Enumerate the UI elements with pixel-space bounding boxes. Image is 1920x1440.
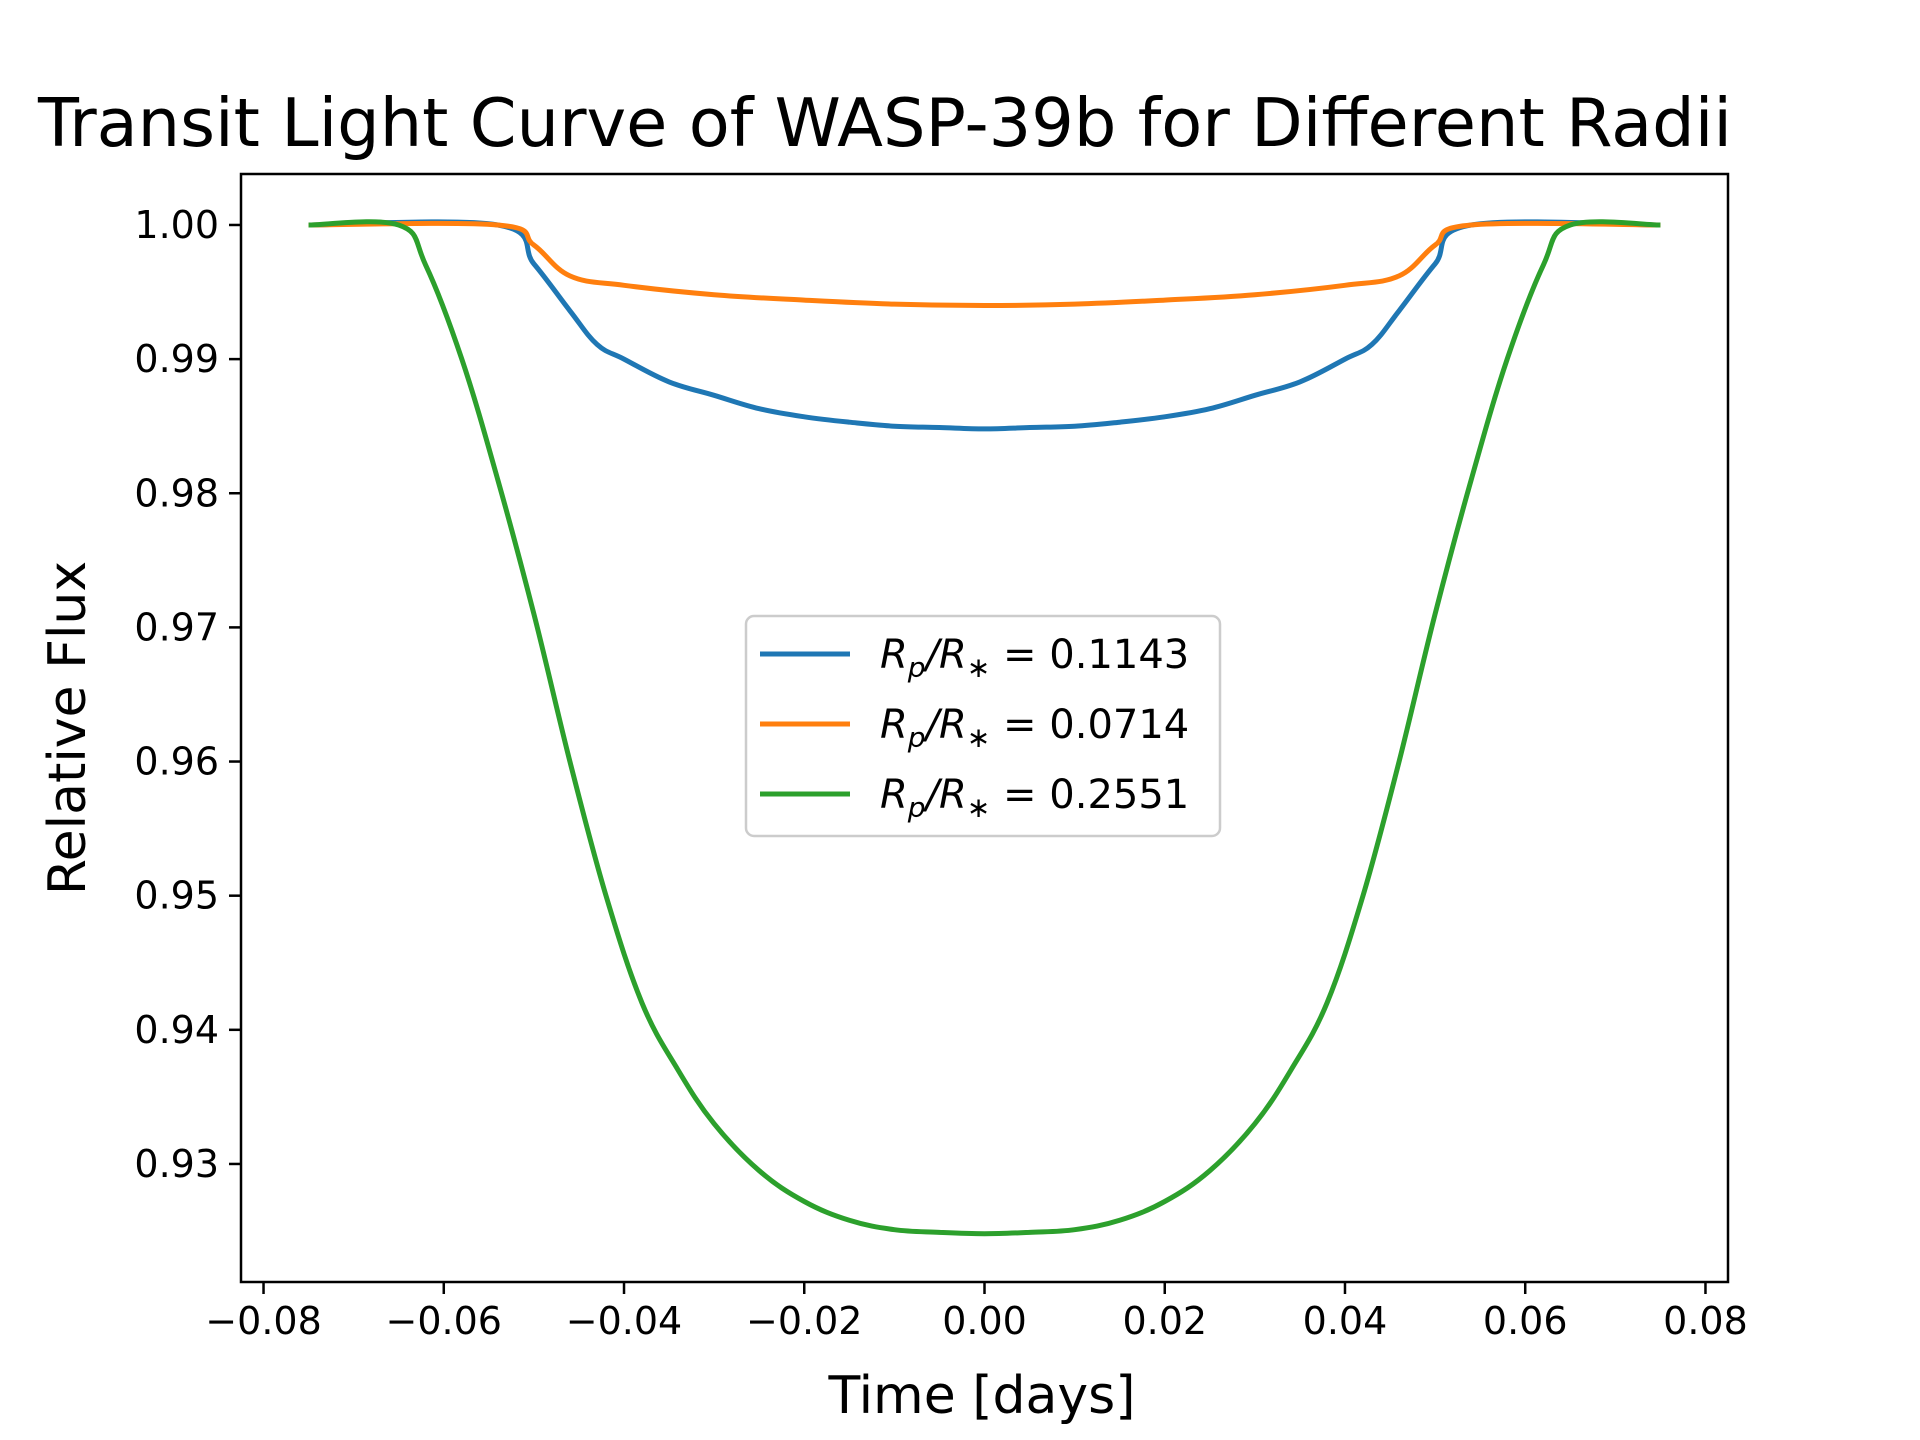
legend-label-3: Rp/R∗ = 0.2551	[880, 772, 1189, 824]
plot-lines	[308, 219, 1661, 1237]
x-tick-label: 0.00	[942, 1299, 1027, 1343]
y-tick-label: 0.97	[134, 605, 219, 649]
legend: Rp/R∗ = 0.1143 Rp/R∗ = 0.0714 Rp/R∗ = 0.25…	[744, 614, 1222, 838]
x-tick-label: 0.02	[1122, 1299, 1207, 1343]
y-axis-label: Relative Flux	[38, 561, 98, 895]
y-tick-label: 0.96	[134, 740, 219, 784]
y-tick-label: 0.93	[134, 1142, 219, 1186]
y-tick-label: 0.95	[134, 874, 219, 918]
series-line-3	[308, 219, 1661, 1237]
legend-label-2: Rp/R∗ = 0.0714	[880, 702, 1189, 754]
x-axis-label: Time [days]	[827, 1366, 1135, 1426]
y-tick-label: 0.98	[134, 471, 219, 515]
x-tick-label: 0.04	[1303, 1299, 1388, 1343]
x-tick-label: 0.08	[1663, 1299, 1748, 1343]
x-tick-label: −0.04	[566, 1299, 682, 1343]
y-tick-label: 1.00	[134, 203, 219, 247]
x-tick-label: −0.08	[205, 1299, 321, 1343]
y-tick-label: 0.99	[134, 337, 219, 381]
y-tick-label: 0.94	[134, 1008, 219, 1052]
chart-title: Transit Light Curve of WASP-39b for Diff…	[37, 84, 1732, 162]
series-line-1	[308, 219, 1661, 432]
series-line-2	[308, 220, 1661, 308]
x-tick-label: −0.02	[746, 1299, 862, 1343]
legend-label-1: Rp/R∗ = 0.1143	[880, 632, 1189, 684]
legend-box	[744, 614, 1222, 838]
x-axis: −0.08 −0.06 −0.04 −0.02 0.00 0.02 0.04 0.06 0.08	[205, 1282, 1748, 1343]
y-axis: 0.93 0.94 0.95 0.96 0.97 0.98 0.99 1.00	[134, 203, 241, 1186]
x-tick-label: −0.06	[386, 1299, 502, 1343]
x-tick-label: 0.06	[1483, 1299, 1568, 1343]
